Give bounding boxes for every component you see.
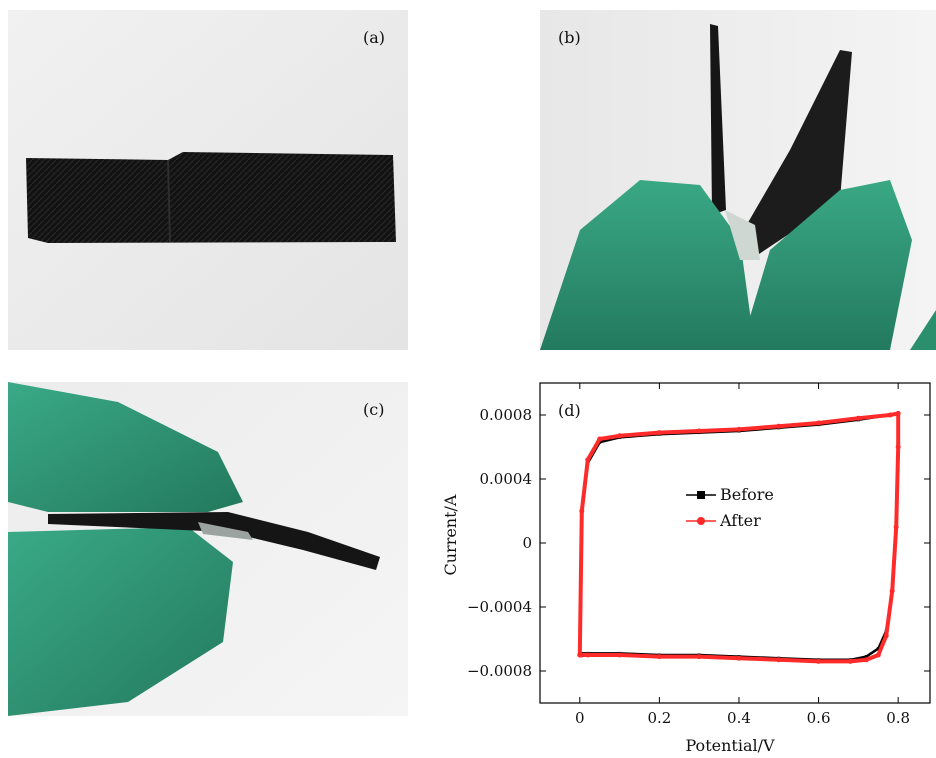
point-after — [736, 655, 742, 661]
panel-b-photo: (b) — [540, 10, 936, 350]
point-after — [816, 658, 822, 664]
point-after — [656, 654, 662, 660]
photo-fabric-folded — [540, 10, 936, 350]
panel-c-photo: (c) — [8, 382, 408, 716]
y-tick-label: −0.0008 — [467, 662, 532, 680]
x-tick-label: 0.6 — [807, 709, 831, 727]
y-tick-label: 0.0008 — [480, 406, 533, 424]
legend-before: Before — [720, 485, 774, 504]
point-after — [875, 652, 881, 658]
y-axis-label: Current/A — [441, 494, 460, 575]
point-after — [617, 652, 623, 658]
point-after — [887, 412, 893, 418]
y-tick-label: 0 — [522, 534, 532, 552]
point-after — [585, 652, 591, 658]
x-tick-label: 0.4 — [727, 709, 751, 727]
legend-after: After — [719, 511, 761, 530]
point-after — [577, 652, 583, 658]
point-before — [876, 647, 880, 651]
legend: Before After — [686, 485, 774, 530]
point-after — [696, 428, 702, 434]
point-after — [889, 588, 895, 594]
point-after — [776, 657, 782, 663]
series-line-before — [578, 412, 900, 662]
point-after — [863, 657, 869, 663]
point-after — [895, 444, 901, 450]
photo-fabric-flat — [8, 10, 408, 350]
x-tick-label: 0.2 — [647, 709, 671, 727]
panel-label-b: (b) — [558, 28, 581, 47]
panel-label-d: (d) — [558, 401, 581, 420]
point-after — [816, 420, 822, 426]
point-after — [656, 430, 662, 436]
point-before — [864, 655, 868, 659]
point-after — [617, 433, 623, 439]
y-tick-label: 0.0004 — [480, 470, 533, 488]
cv-chart: 0 0.2 0.4 0.6 0.8 −0.0008 −0.0004 0 0.0004 0.0008… — [441, 382, 931, 755]
point-after — [855, 415, 861, 421]
photo-fabric-bent — [8, 382, 408, 716]
series-line-after — [577, 411, 901, 664]
point-after — [776, 423, 782, 429]
panel-label-c: (c) — [363, 400, 385, 419]
point-after — [579, 508, 585, 514]
point-after — [696, 654, 702, 660]
x-axis-label: Potential/V — [685, 736, 775, 755]
point-after — [597, 436, 603, 442]
point-after — [585, 457, 591, 463]
point-after — [847, 658, 853, 664]
panel-label-a: (a) — [363, 28, 386, 47]
point-after — [893, 524, 899, 530]
point-after — [736, 426, 742, 432]
panel-a-photo: (a) — [8, 10, 408, 350]
point-after — [883, 633, 889, 639]
point-after — [895, 410, 901, 416]
x-tick-label: 0 — [575, 709, 585, 727]
y-tick-label: −0.0004 — [467, 598, 532, 616]
x-tick-label: 0.8 — [886, 709, 910, 727]
